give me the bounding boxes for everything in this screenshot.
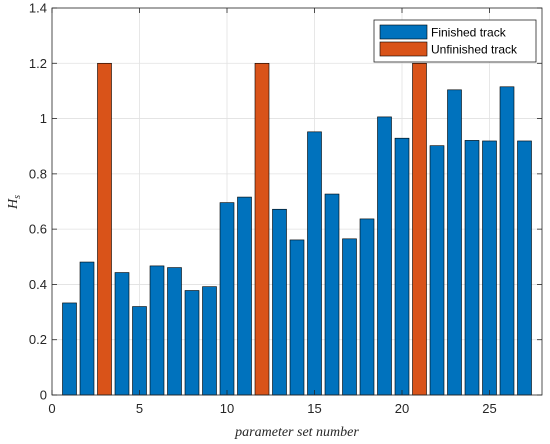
legend-swatch-unfinished [379,41,428,57]
y-axis-title: Hs [6,195,23,210]
plot-frame [51,7,543,396]
y-tick-label: 0.6 [29,222,47,237]
bar-finished-27 [517,140,532,396]
bar-unfinished-21 [412,62,427,396]
y-tick-label: 0 [40,388,47,403]
bar-finished-1 [62,302,77,396]
bar-finished-2 [79,261,95,396]
y-axis-title-main: H [6,198,21,210]
legend: Finished track Unfinished track [373,19,537,63]
bar-unfinished-3 [97,62,112,396]
bar-finished-11 [237,196,252,396]
bar-finished-14 [289,239,305,396]
x-tick-label: 15 [307,401,321,416]
bar-finished-20 [394,137,410,396]
bar-finished-26 [499,86,515,396]
bar-finished-19 [377,116,392,396]
bar-finished-4 [114,272,130,396]
axis-ticks: 0 0.2 0.4 0.6 0.8 1 1.2 1.4 0 5 10 15 20 25 [29,1,542,416]
bar-finished-17 [342,238,357,396]
x-tick-label: 10 [220,401,234,416]
bar-finished-6 [149,265,165,396]
bar-finished-7 [167,267,182,396]
y-tick-label: 1.2 [29,56,47,71]
y-axis-title-subscript: s [12,195,23,199]
bar-finished-23 [447,89,462,396]
y-tick-label: 0.4 [29,277,47,292]
x-tick-label: 25 [482,401,496,416]
bar-finished-9 [202,286,217,396]
bar-finished-5 [132,306,147,396]
bar-finished-25 [482,140,497,396]
x-tick-label: 5 [136,401,143,416]
bar-finished-8 [184,290,200,396]
legend-swatch-finished [379,24,428,40]
bar-finished-18 [359,218,375,396]
x-tick-label: 20 [395,401,409,416]
bars [62,62,532,396]
legend-label-finished: Finished track [431,26,507,40]
bar-finished-15 [307,131,322,396]
y-tick-label: 0.8 [29,166,47,181]
bar-unfinished-12 [254,62,270,396]
y-tick-label: 1 [40,111,47,126]
bar-finished-24 [464,140,480,396]
legend-label-unfinished: Unfinished track [431,43,518,57]
x-axis-title: parameter set number [234,425,359,440]
bar-finished-22 [429,145,445,396]
bar-finished-13 [272,208,287,396]
bar-finished-10 [219,202,235,396]
bar-finished-16 [324,193,340,396]
y-tick-label: 0.2 [29,332,47,347]
y-tick-label: 1.4 [29,1,47,16]
x-tick-label: 0 [48,401,55,416]
